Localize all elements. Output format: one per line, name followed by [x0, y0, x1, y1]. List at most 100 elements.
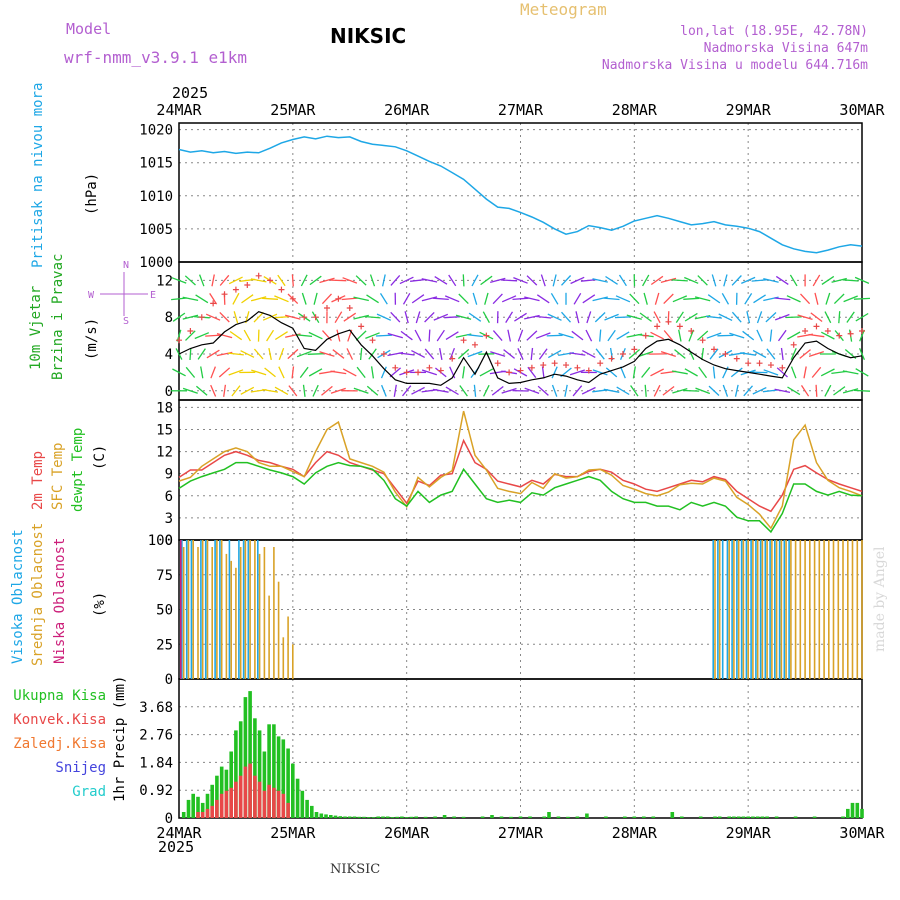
- xtick-label-bottom: 24MAR: [156, 824, 202, 842]
- ylabel-precip: 1hr Precip (mm): [112, 676, 128, 802]
- wind-barb: [678, 329, 682, 342]
- wind-barb: [571, 330, 584, 341]
- wind-barb: [455, 314, 472, 320]
- precip-total-bar: [376, 816, 380, 818]
- wind-barb: [843, 295, 858, 303]
- wind-barb: [184, 275, 196, 286]
- precip-total-bar: [518, 816, 523, 818]
- wind-barb: [380, 384, 387, 397]
- wind-barb: [462, 366, 466, 379]
- wind-barb: [825, 292, 831, 305]
- wind-barb: [540, 274, 546, 287]
- wind-gust-marker: [244, 282, 251, 288]
- wind-barb: [390, 311, 401, 323]
- wind-barb: [468, 312, 482, 322]
- precip-total-bar: [509, 816, 513, 818]
- wind-barb: [729, 332, 745, 339]
- precip-total-bar: [793, 816, 798, 818]
- wind-barb: [616, 386, 630, 396]
- precip-total-bar: [414, 816, 418, 818]
- wind-gust-marker: [847, 330, 854, 337]
- wind-barb: [643, 292, 648, 305]
- xtick-label-top: 25MAR: [270, 101, 316, 119]
- precip-conv-bar: [210, 805, 214, 818]
- wind-barb: [387, 332, 403, 339]
- precip-total-bar: [371, 817, 376, 818]
- xtick-label-bottom: 30MAR: [839, 824, 885, 842]
- wind-barb: [546, 334, 563, 337]
- wind-barb: [210, 384, 217, 397]
- wind-barb: [211, 274, 215, 287]
- wind-barb: [535, 315, 552, 319]
- wind-gust-marker: [585, 367, 592, 374]
- wind-barb: [605, 367, 618, 378]
- precip-total-bar: [215, 775, 219, 818]
- ytick-label: 12: [156, 273, 173, 289]
- wind-barb: [797, 314, 813, 321]
- wind-barb: [712, 366, 716, 379]
- wind-barb: [803, 366, 807, 379]
- precip-conv-bar: [224, 790, 229, 818]
- wind-barb: [552, 274, 557, 287]
- wind-barb: [694, 296, 711, 302]
- precip-total-bar: [713, 816, 717, 818]
- ytick-label: 50: [156, 603, 173, 619]
- wind-barb: [558, 332, 574, 339]
- wind-barb: [752, 349, 767, 359]
- wind-gust-marker: [426, 364, 433, 371]
- wind-barb: [524, 296, 540, 302]
- precip-total-bar: [276, 736, 281, 818]
- ylabel-cloud-high: Visoka Oblacnost: [10, 529, 26, 664]
- precip-total-bar: [732, 816, 736, 818]
- ylabel-cloud-unit: (%): [92, 592, 108, 617]
- wind-barb: [216, 332, 233, 339]
- wind-barb: [479, 368, 494, 377]
- wind-barb: [831, 277, 847, 283]
- wind-gust-marker: [506, 369, 513, 376]
- wind-barb: [663, 330, 674, 342]
- wind-barb: [296, 350, 312, 358]
- wind-barb: [299, 366, 309, 378]
- wind-barb: [322, 330, 332, 342]
- ytick-label: 15: [156, 422, 173, 438]
- wind-barb: [632, 366, 636, 379]
- precip-total-bar: [300, 790, 305, 818]
- wind-gust-marker: [346, 305, 353, 311]
- wind-gust-marker: [176, 337, 182, 344]
- wind-barb: [564, 384, 568, 397]
- wind-barb: [766, 348, 776, 360]
- ytick-label: 0.92: [139, 783, 173, 799]
- precip-total-bar: [347, 816, 352, 818]
- precip-total-bar: [400, 816, 404, 818]
- precip-total-bar: [338, 816, 343, 818]
- wind-barb: [821, 331, 835, 340]
- precip-total-bar: [291, 763, 295, 818]
- precip-legend-item: Ukupna Kisa: [13, 688, 106, 704]
- wind-barb: [787, 386, 801, 396]
- panel-frame: [178, 678, 863, 819]
- wind-gust-marker: [711, 346, 718, 353]
- wind-barb: [517, 348, 524, 360]
- station-title: NIKSIC: [330, 24, 407, 48]
- wind-barb: [599, 329, 602, 342]
- precip-total-bar: [542, 816, 546, 818]
- precip-total-bar: [499, 816, 504, 818]
- wind-barb: [313, 292, 318, 305]
- precip-total-bar: [480, 816, 485, 818]
- wind-barb: [341, 297, 358, 301]
- precip-conv-bar: [281, 793, 286, 818]
- model-label: Model: [66, 20, 112, 38]
- wind-barb: [675, 311, 684, 323]
- wind-gust-marker: [688, 328, 695, 334]
- compass-w: W: [88, 290, 95, 301]
- wind-barb: [638, 350, 654, 358]
- wind-barb: [751, 279, 768, 282]
- wind-barb: [492, 293, 503, 305]
- wind-barb: [172, 312, 186, 322]
- precip-total-bar: [755, 816, 760, 818]
- wind-gust-marker: [551, 360, 558, 367]
- wind-barb: [240, 386, 255, 395]
- precip-total-bar: [186, 799, 191, 818]
- ytick-label: 3.68: [139, 700, 173, 716]
- wind-barb: [581, 386, 596, 395]
